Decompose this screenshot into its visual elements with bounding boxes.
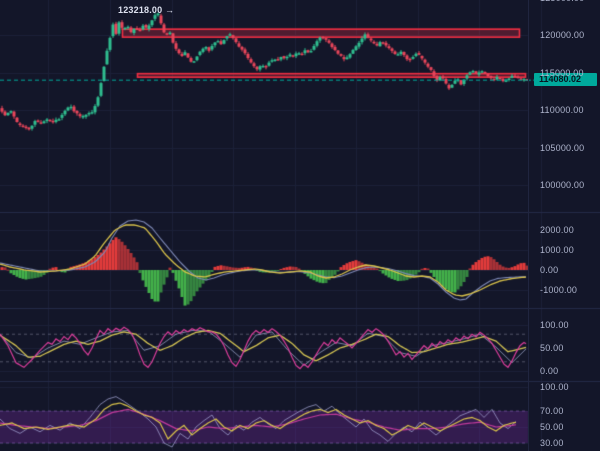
axis-tick-label: 0.00 — [540, 366, 559, 376]
axis-tick-label: 30.00 — [540, 438, 564, 448]
current-price-tag: 114080.02 — [534, 73, 597, 87]
axis-tick-label: 110000.00 — [540, 105, 584, 116]
axis-tick-label: 100.00 — [540, 320, 569, 330]
axis-tick-label: 105000.00 — [540, 142, 585, 153]
axis-tick-label: 100.00 — [540, 382, 569, 392]
axis-tick-label: 1000.00 — [540, 245, 574, 255]
axis-tick-label: 120000.00 — [540, 30, 585, 41]
axis-tick-label: 115000.00 — [540, 67, 584, 78]
axis-tick-label: -1000.00 — [540, 285, 578, 295]
axis-tick-label: 70.00 — [540, 406, 564, 416]
axis-tick-label: 100000.00 — [540, 180, 585, 190]
axis-tick-label: 50.00 — [540, 343, 564, 353]
price-axis[interactable]: 114080.02 125000.00 120000.00 115000.00 110… — [528, 0, 600, 451]
axis-tick-label: 50.00 — [540, 422, 564, 432]
axis-tick-label: 125000.00 — [540, 0, 584, 4]
peak-price-label: 123218.00 → — [118, 5, 175, 15]
axis-tick-label: 2000.00 — [540, 225, 574, 235]
axis-tick-label: 0.00 — [540, 265, 559, 275]
